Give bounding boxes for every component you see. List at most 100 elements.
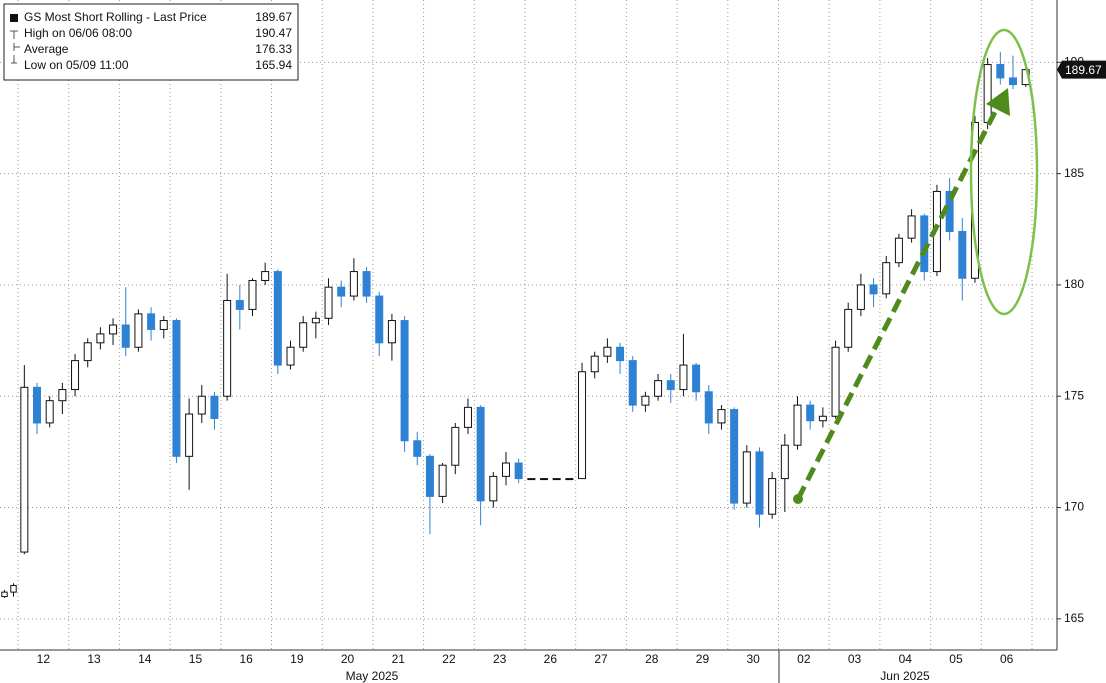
candle-body xyxy=(501,462,510,477)
candle-body xyxy=(451,426,460,466)
candle-body xyxy=(273,271,282,366)
axis-labels: 1651701751801851901213141516192021222326… xyxy=(37,55,1085,683)
x-tick-label: 04 xyxy=(899,652,913,666)
legend-label: High on 06/06 08:00 xyxy=(24,26,132,40)
candle-body xyxy=(578,371,587,480)
candle-body xyxy=(83,342,92,362)
candle-body xyxy=(1008,77,1017,86)
month-label: May 2025 xyxy=(346,669,399,683)
y-tick-label: 185 xyxy=(1064,166,1084,180)
candle-body xyxy=(58,389,67,402)
candles xyxy=(1,51,1030,598)
candle-body xyxy=(45,400,54,424)
x-tick-label: 22 xyxy=(442,652,456,666)
candle-body xyxy=(527,478,536,481)
tag-box xyxy=(1057,60,1106,79)
x-tick-label: 02 xyxy=(797,652,811,666)
x-tick-label: 21 xyxy=(392,652,406,666)
x-tick-label: 19 xyxy=(290,652,304,666)
candle-body xyxy=(413,440,422,457)
candle-body xyxy=(375,295,384,344)
candle-body xyxy=(755,451,764,515)
x-tick-label: 06 xyxy=(1000,652,1014,666)
candle-body xyxy=(590,355,599,373)
x-tick-label: 05 xyxy=(949,652,963,666)
candle-body xyxy=(134,313,143,348)
candle-body xyxy=(349,271,358,297)
y-tick-label: 180 xyxy=(1064,277,1084,291)
candle-body xyxy=(616,346,625,362)
y-tick-label: 175 xyxy=(1064,388,1084,402)
x-tick-label: 23 xyxy=(493,652,507,666)
x-tick-label: 20 xyxy=(341,652,355,666)
candle-body xyxy=(286,346,295,366)
candle-body xyxy=(159,320,168,330)
x-tick-label: 26 xyxy=(544,652,558,666)
x-tick-label: 03 xyxy=(848,652,862,666)
candle-body xyxy=(806,404,815,422)
x-tick-label: 15 xyxy=(189,652,203,666)
candle-body xyxy=(869,284,878,295)
legend-label: Low on 05/09 11:00 xyxy=(24,58,129,72)
candle-body xyxy=(666,380,675,391)
candle-body xyxy=(742,451,751,504)
candle-body xyxy=(96,333,105,344)
candle-body xyxy=(109,324,118,335)
candle-body xyxy=(223,300,232,397)
candle-body xyxy=(730,409,739,504)
x-tick-label: 28 xyxy=(645,652,659,666)
legend-label: Average xyxy=(24,42,69,56)
candle-body xyxy=(425,455,434,497)
legend-box xyxy=(3,3,299,81)
candle-body xyxy=(400,320,409,442)
legend-value: 190.47 xyxy=(255,26,292,40)
candle-body xyxy=(983,64,992,123)
arrow-start xyxy=(793,494,803,504)
candle-body xyxy=(958,231,967,279)
candle-body xyxy=(147,313,156,330)
candle-body xyxy=(489,475,498,502)
candle-body xyxy=(818,415,827,422)
candle-body xyxy=(679,364,688,391)
candle-body xyxy=(387,320,396,344)
candle-body xyxy=(907,215,916,239)
candle-body xyxy=(565,478,574,481)
candle-body xyxy=(362,271,371,297)
candle-body xyxy=(692,364,701,393)
last-price-tag: 189.67 xyxy=(1057,60,1106,79)
candle-body xyxy=(261,271,270,281)
candle-body xyxy=(996,64,1005,79)
candle-body xyxy=(717,409,726,424)
x-tick-label: 30 xyxy=(746,652,760,666)
candle-body xyxy=(71,360,80,391)
tag-label: 189.67 xyxy=(1065,63,1102,77)
candle-body xyxy=(641,395,650,406)
legend-value: 189.67 xyxy=(255,10,292,24)
annotation xyxy=(793,28,1039,504)
candle-body xyxy=(704,391,713,424)
candle-body xyxy=(210,395,219,419)
candle-body xyxy=(552,478,561,481)
arrow-head xyxy=(986,88,1010,116)
x-tick-label: 29 xyxy=(696,652,710,666)
candle-body xyxy=(463,406,472,428)
candle-body xyxy=(33,386,42,424)
candle-body xyxy=(10,584,17,593)
candle-body xyxy=(1,591,8,598)
y-tick-label: 165 xyxy=(1064,611,1084,625)
x-tick-label: 14 xyxy=(138,652,152,666)
y-tick-label: 170 xyxy=(1064,500,1084,514)
candle-body xyxy=(337,286,346,297)
candle-body xyxy=(299,322,308,348)
candle-body xyxy=(185,413,194,457)
candle-body xyxy=(844,308,853,348)
candle-body xyxy=(438,464,447,497)
candle-body xyxy=(540,478,549,481)
candle-body xyxy=(476,406,485,502)
candle-body xyxy=(603,346,612,357)
candle-body xyxy=(121,324,130,348)
candle-body xyxy=(311,317,320,324)
candle-body xyxy=(248,279,257,310)
